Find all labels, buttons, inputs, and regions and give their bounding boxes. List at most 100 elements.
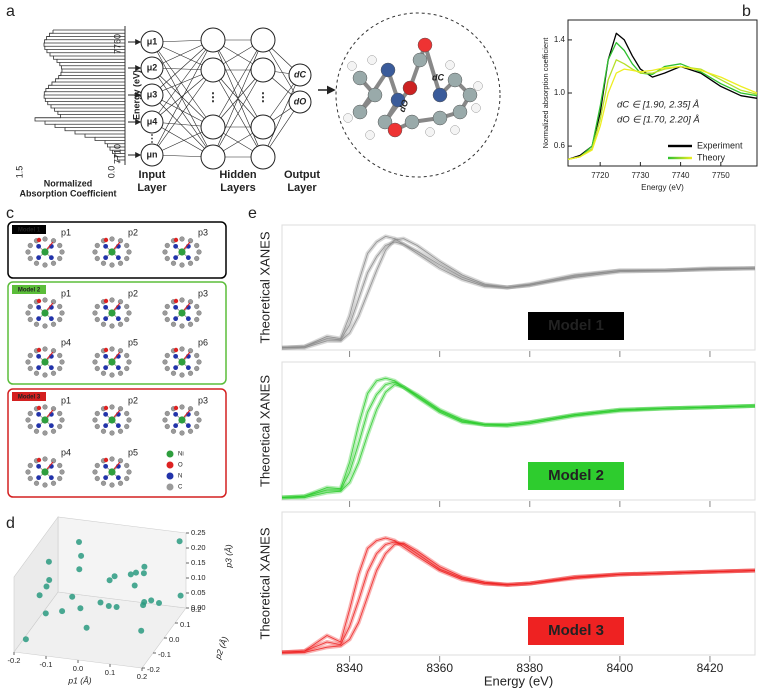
point xyxy=(45,558,52,565)
ring-atom xyxy=(179,236,185,242)
point xyxy=(43,583,50,590)
ni-atom xyxy=(41,416,49,424)
ring-atom xyxy=(164,352,170,359)
n-atom xyxy=(36,365,42,371)
x-tick-label: 8360 xyxy=(426,661,453,675)
shift-arrow xyxy=(46,351,54,360)
ring-atom xyxy=(25,469,31,475)
model-tag xyxy=(12,285,46,294)
ring-atom xyxy=(187,348,194,354)
o-atom xyxy=(36,347,42,353)
shift-arrow xyxy=(183,241,191,250)
n-atom xyxy=(173,423,179,429)
series-line xyxy=(282,542,756,653)
shift-arrow xyxy=(46,461,54,470)
series-line xyxy=(567,41,758,161)
point xyxy=(69,593,76,600)
legend-label: Theory xyxy=(697,152,726,162)
ring-atom xyxy=(109,372,115,378)
y-axis-label: Normalized absorption coefficient xyxy=(541,37,550,149)
layer-label: Output xyxy=(284,169,320,181)
x-axis-label: Energy (eV) xyxy=(484,673,553,688)
atom xyxy=(412,52,428,68)
ring-atom xyxy=(117,260,124,266)
ring-atom xyxy=(187,321,194,327)
n-atom xyxy=(103,423,109,429)
point xyxy=(156,600,162,606)
series-line xyxy=(281,381,756,498)
point xyxy=(46,577,53,583)
ring-atom xyxy=(109,323,115,329)
ring-atom xyxy=(117,428,124,434)
y-tick-label: 0.1 xyxy=(180,620,190,629)
layer-label: Layers xyxy=(220,182,255,194)
layer-label: Layer xyxy=(287,182,317,194)
ring-atom xyxy=(109,482,115,488)
atom xyxy=(402,80,418,96)
ring-atom xyxy=(33,260,40,266)
z-tick-label: 0.15 xyxy=(191,558,206,567)
n-atom xyxy=(48,255,54,261)
ni-atom xyxy=(178,416,186,424)
input-label: μ4 xyxy=(147,116,158,126)
point xyxy=(36,592,43,599)
ring-atom xyxy=(194,410,200,417)
ring-atom xyxy=(94,410,100,417)
hydrogen xyxy=(365,130,375,140)
legend-label: Experiment xyxy=(697,140,743,150)
n-atom xyxy=(115,365,121,371)
energy-max: 7760 xyxy=(112,34,122,54)
point xyxy=(140,570,147,577)
o-atom xyxy=(36,298,42,304)
y-tick-label: -0.1 xyxy=(158,650,171,659)
ring-atom xyxy=(50,238,57,244)
ring-atom xyxy=(100,480,107,486)
point xyxy=(42,610,49,617)
ring-atom xyxy=(92,249,98,255)
shift-arrow xyxy=(183,409,191,418)
ring-atom xyxy=(94,423,100,430)
n-atom xyxy=(185,255,191,261)
ring-atom xyxy=(117,458,124,464)
o-atom xyxy=(36,405,42,411)
ring-atom xyxy=(109,430,115,436)
point xyxy=(127,571,134,578)
nn-edge xyxy=(151,41,214,128)
ring-atom xyxy=(59,310,65,316)
hydrogen xyxy=(343,113,353,123)
model-tag xyxy=(528,462,624,490)
shift-arrow xyxy=(113,241,121,250)
ring-atom xyxy=(50,480,57,486)
ni-atom xyxy=(41,468,49,476)
ring-atom xyxy=(109,404,115,410)
x-tick-label: 7730 xyxy=(631,171,649,180)
ring-atom xyxy=(117,348,124,354)
ring-atom xyxy=(94,303,100,310)
z-tick-label: 0.00 xyxy=(191,603,206,612)
nn-edge xyxy=(151,94,214,158)
ring-atom xyxy=(50,299,57,305)
point xyxy=(78,552,85,559)
ring-atom xyxy=(94,365,100,372)
ring-atom xyxy=(42,404,48,410)
ring-atom xyxy=(33,480,40,486)
ring-atom xyxy=(27,462,33,469)
ring-atom xyxy=(164,316,170,323)
o-atom xyxy=(103,298,109,304)
n-atom xyxy=(36,411,42,417)
x-tick-label: 8420 xyxy=(697,661,724,675)
panel-label: d xyxy=(6,515,15,532)
legend-label: C xyxy=(178,485,183,491)
param-label: p2 xyxy=(128,227,138,237)
input-label: μ3 xyxy=(147,89,158,99)
annotation: dC ∈ [1.90, 2.35] Å xyxy=(617,100,699,111)
ni-atom xyxy=(41,248,49,256)
ring-atom xyxy=(27,365,33,372)
n-atom xyxy=(103,255,109,261)
legend-atom xyxy=(166,472,174,480)
series-line xyxy=(281,234,755,350)
param-label: p4 xyxy=(61,337,71,347)
series-line xyxy=(282,236,756,350)
ring-atom xyxy=(109,236,115,242)
o-atom xyxy=(36,237,42,243)
